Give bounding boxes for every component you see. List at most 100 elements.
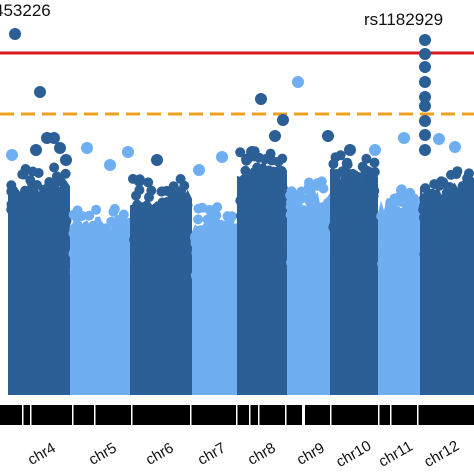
snp-point xyxy=(28,219,39,230)
snp-point xyxy=(296,232,307,243)
snp-point xyxy=(449,141,461,153)
snp-point xyxy=(33,211,44,222)
snp-point xyxy=(107,271,118,282)
snp-point xyxy=(312,180,323,191)
snp-point xyxy=(277,114,289,126)
snp-point xyxy=(216,257,227,268)
snp-point xyxy=(68,228,79,239)
snp-point xyxy=(292,76,304,88)
snp-point xyxy=(309,223,320,234)
snp-point xyxy=(74,257,85,268)
snp-point xyxy=(252,207,262,218)
snp-point xyxy=(148,210,159,221)
chromosome-label-chr5: chr5 xyxy=(86,439,120,468)
snp-point xyxy=(404,239,415,250)
snp-point xyxy=(460,195,471,206)
snp-point xyxy=(28,186,39,197)
snp-point xyxy=(419,144,431,156)
snp-point xyxy=(240,165,251,176)
snp-point xyxy=(118,270,129,281)
snp-point xyxy=(172,213,183,224)
snp-point xyxy=(338,190,349,200)
snp-point xyxy=(214,237,225,248)
snp-point xyxy=(130,245,141,256)
snp-point xyxy=(361,166,372,177)
snp-point xyxy=(277,153,288,164)
snp-point xyxy=(241,155,252,166)
snp-point xyxy=(19,189,30,200)
snp-point xyxy=(27,202,38,213)
snp-point xyxy=(285,190,296,201)
snp-point xyxy=(61,216,71,227)
snp-point xyxy=(54,142,66,154)
snp-point xyxy=(60,154,72,166)
track-gap xyxy=(22,405,24,425)
snp-point xyxy=(457,238,468,249)
snp-point xyxy=(420,183,431,194)
snp-point xyxy=(226,264,237,275)
snp-point xyxy=(12,208,23,219)
snp-point xyxy=(419,100,431,112)
snp-point xyxy=(461,188,472,199)
track-gap xyxy=(330,405,332,425)
snp-point xyxy=(288,265,299,276)
snp-point xyxy=(45,206,56,217)
snp-point xyxy=(43,222,54,233)
snp-point xyxy=(347,168,358,179)
chromosome-track xyxy=(0,405,474,425)
snp-point xyxy=(134,254,145,265)
snp-point xyxy=(211,287,222,298)
snp-point xyxy=(94,296,104,307)
snp-point xyxy=(143,177,154,188)
snp-point xyxy=(453,207,464,218)
snp-point xyxy=(408,197,419,208)
snp-point xyxy=(429,179,440,190)
snp-point xyxy=(159,211,170,222)
snp-point xyxy=(447,225,458,236)
track-gap xyxy=(30,405,32,425)
snp-point xyxy=(394,191,405,202)
chromosome-label-chr6: chr6 xyxy=(143,439,177,468)
snp-point xyxy=(175,174,186,184)
snp-point xyxy=(9,28,21,40)
snp-point xyxy=(380,249,391,260)
snp-annotation: rs1182929 xyxy=(364,10,443,29)
snp-point xyxy=(362,186,373,197)
chromosome-label-chr8: chr8 xyxy=(245,439,279,468)
snp-point xyxy=(328,159,339,169)
snp-point xyxy=(419,34,431,46)
snp-point xyxy=(436,196,447,207)
track-gap xyxy=(94,405,96,425)
track-gap xyxy=(258,405,260,425)
snp-point xyxy=(197,227,208,238)
snp-point xyxy=(398,132,410,144)
snp-point xyxy=(33,168,44,178)
snp-point xyxy=(306,264,316,275)
snp-point xyxy=(342,215,353,226)
snp-annotation: 453226 xyxy=(0,1,51,20)
snp-point xyxy=(459,227,470,238)
snp-point xyxy=(419,76,431,88)
snp-point xyxy=(53,193,64,204)
snp-point xyxy=(206,274,217,285)
snp-point xyxy=(328,222,339,233)
snp-point xyxy=(294,220,304,231)
snp-point xyxy=(30,144,42,156)
snp-point xyxy=(142,257,153,268)
track-gap xyxy=(285,405,287,425)
snp-point xyxy=(469,232,474,243)
snp-point xyxy=(363,209,374,220)
snp-point xyxy=(276,166,287,176)
snp-point xyxy=(222,227,233,238)
snp-point xyxy=(289,204,300,215)
snp-point xyxy=(104,159,116,171)
track-gap xyxy=(417,405,419,425)
snp-point xyxy=(338,203,349,214)
snp-point xyxy=(191,271,202,282)
snp-point xyxy=(131,190,141,201)
snp-point xyxy=(34,86,46,98)
snp-point xyxy=(216,151,228,163)
snp-point xyxy=(246,146,258,158)
snp-point xyxy=(385,212,396,223)
snp-point xyxy=(276,211,287,222)
